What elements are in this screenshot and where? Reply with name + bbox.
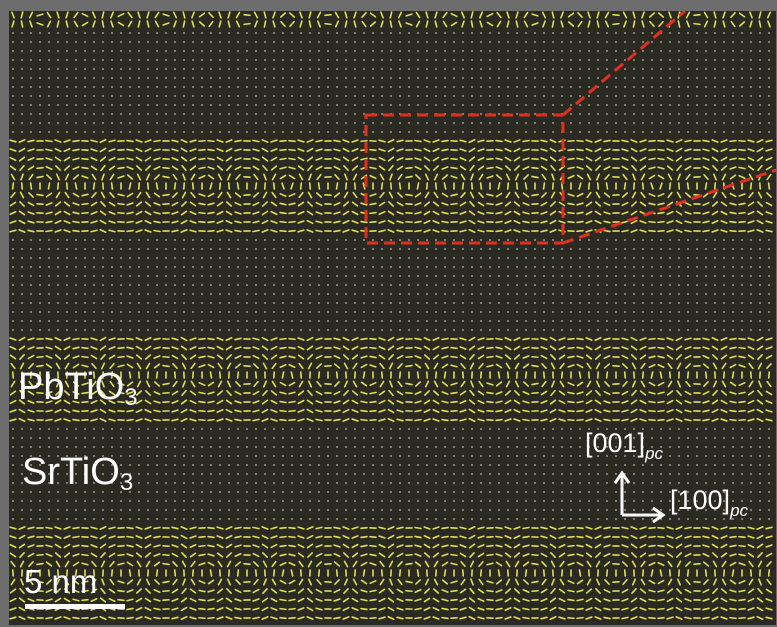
direction-100-label: [100]pc [670,485,749,520]
vortex-micrograph [9,11,776,625]
scale-bar-label: 5 nm [24,563,98,600]
pbtio3-layer-label: PbTiO3 [18,366,138,411]
scale-bar [25,604,125,609]
polarization-vectors [9,11,773,621]
zoom-region-box [364,11,776,245]
srtio3-layer-label: SrTiO3 [22,451,134,496]
micrograph-background [9,11,776,625]
direction-arrows [613,470,666,524]
direction-001-label: [001]pc [585,428,664,463]
